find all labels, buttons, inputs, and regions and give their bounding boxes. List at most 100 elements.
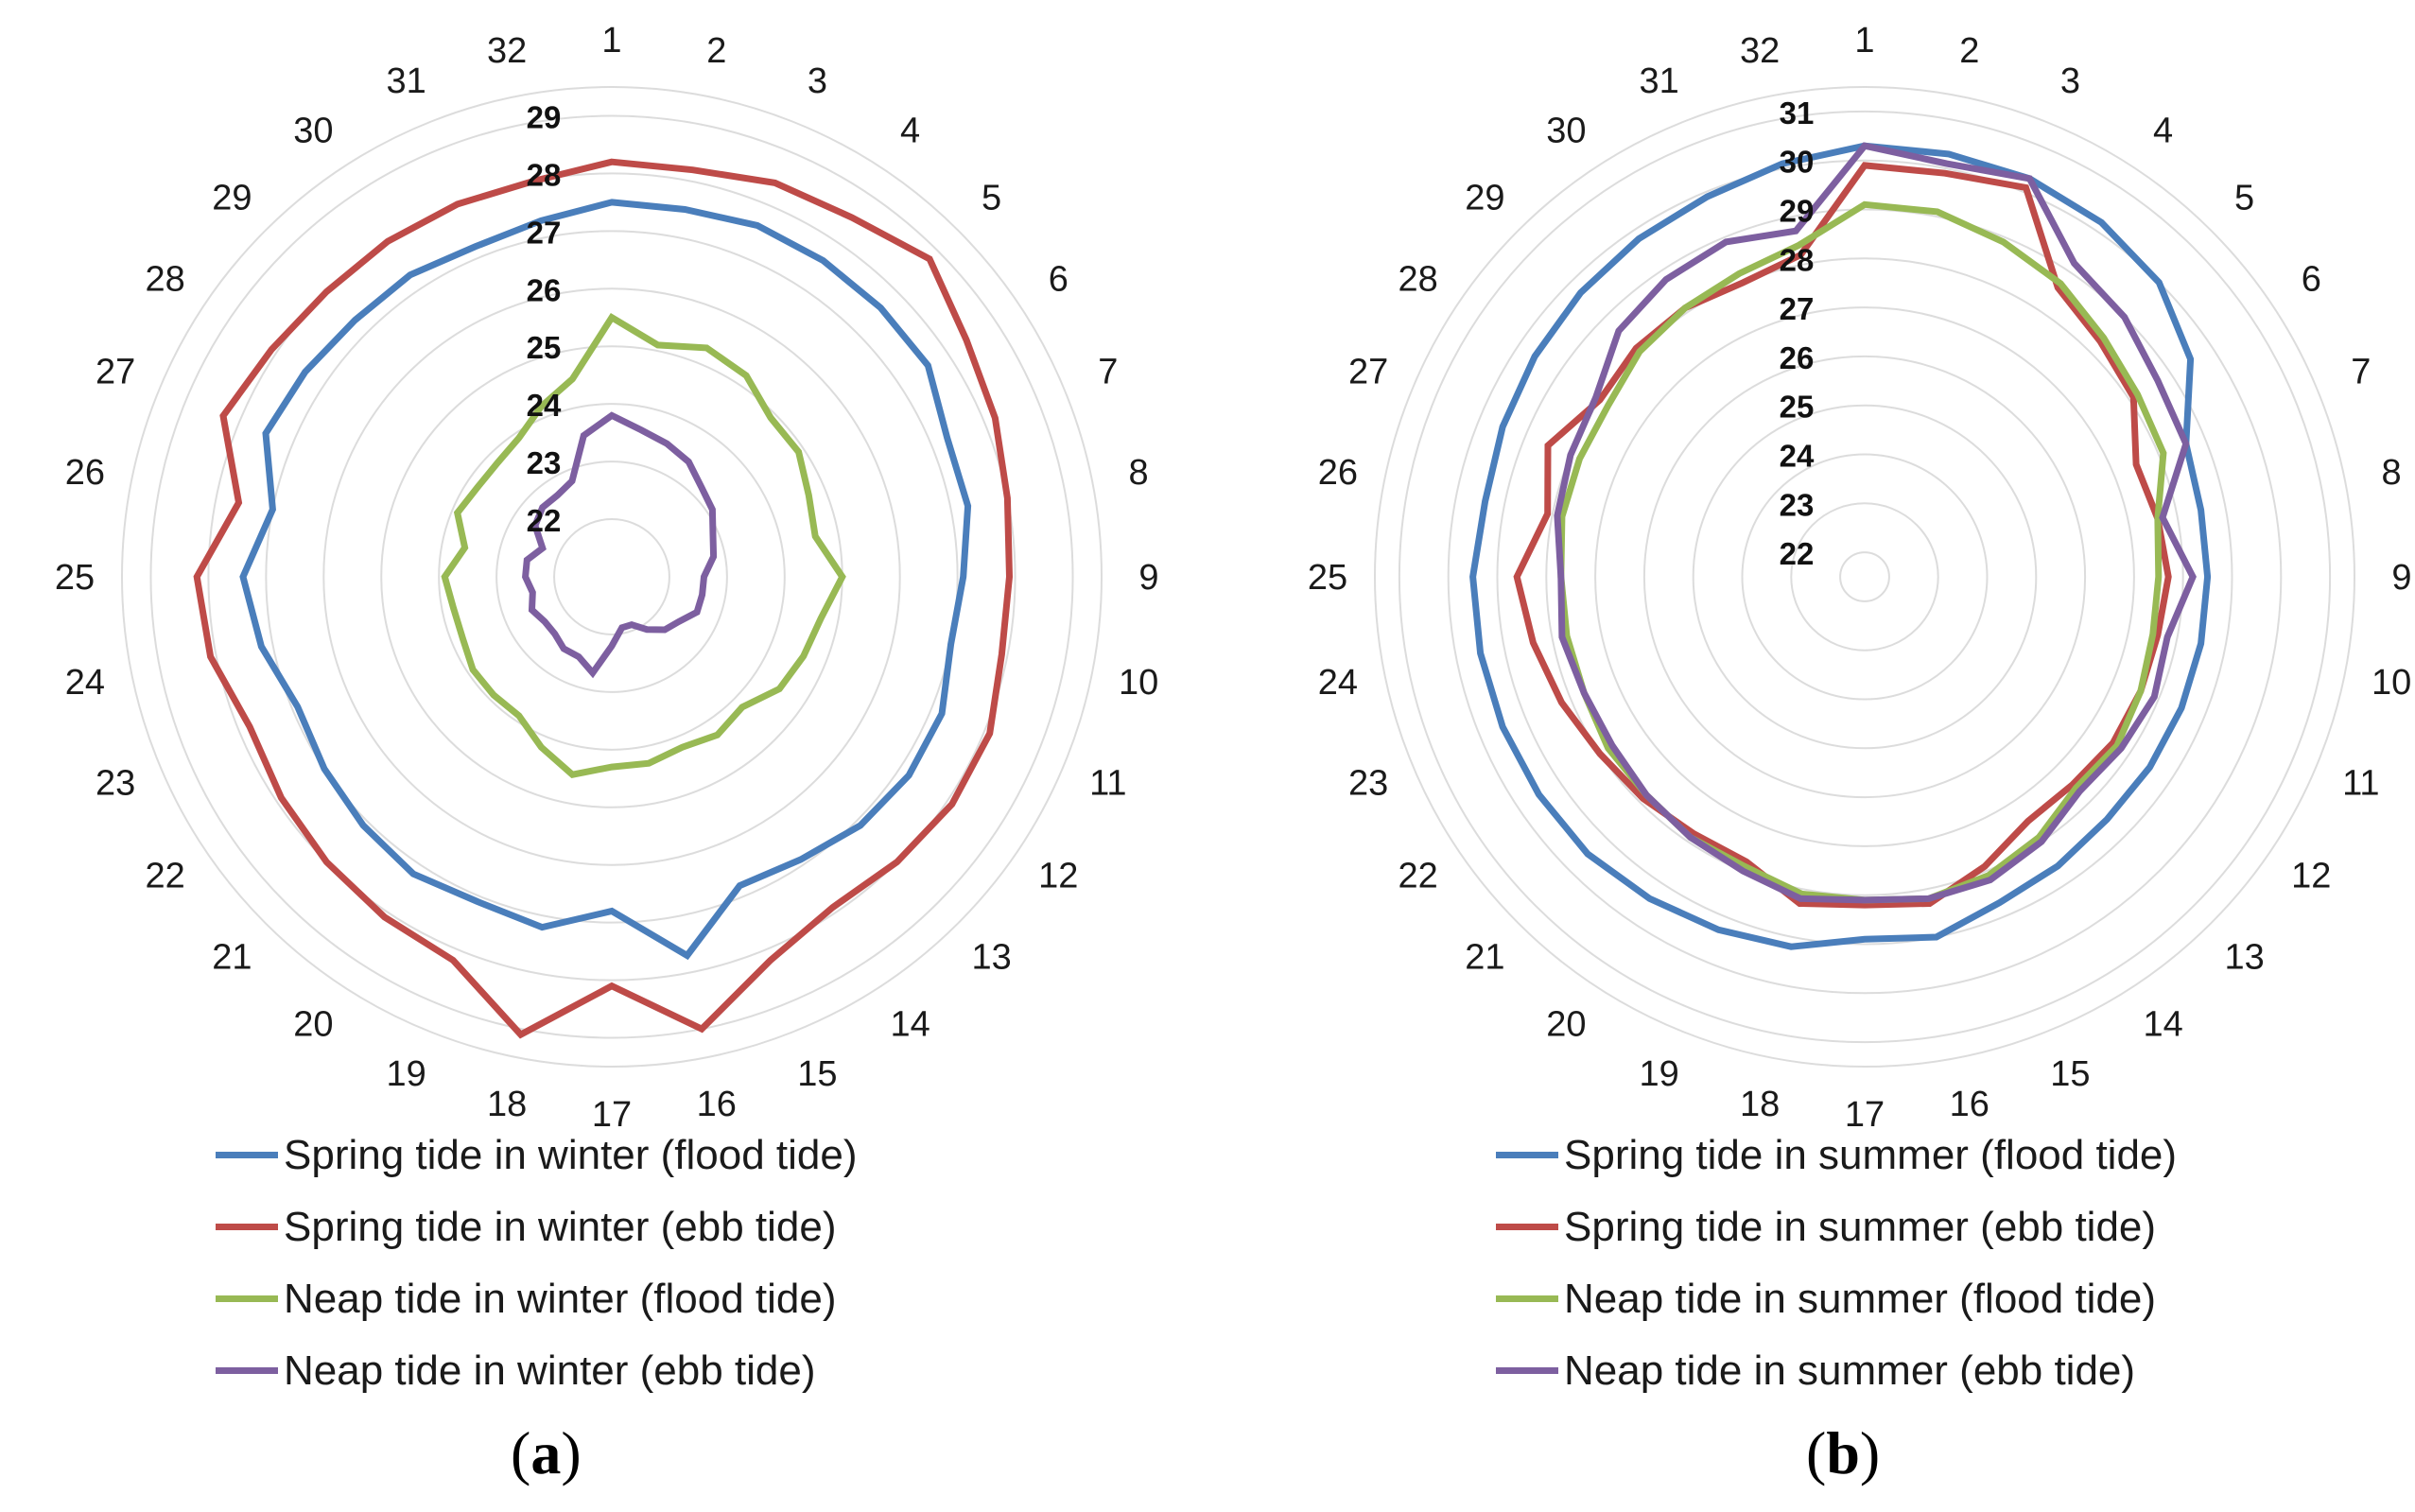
- grid: [1374, 86, 2355, 1068]
- category-label-22: 22: [146, 857, 185, 896]
- grid-ring-24: [438, 403, 786, 751]
- category-label-15: 15: [2050, 1054, 2090, 1094]
- category-label-28: 28: [146, 259, 185, 299]
- tick-label-23: 23: [527, 445, 562, 480]
- category-label-11: 11: [2342, 763, 2379, 803]
- category-label-21: 21: [1465, 938, 1504, 978]
- category-label-20: 20: [293, 1004, 333, 1044]
- tick-label-26: 26: [1780, 340, 1815, 375]
- tick-label-30: 30: [1780, 145, 1815, 180]
- category-label-25: 25: [55, 558, 95, 598]
- grid-ring-26: [322, 287, 901, 866]
- tick-label-27: 27: [527, 215, 562, 250]
- grid: [121, 86, 1103, 1068]
- category-label-3: 3: [2060, 61, 2080, 101]
- legend-label-2: Neap tide in summer (flood tide): [1564, 1276, 2157, 1322]
- category-label-14: 14: [890, 1004, 930, 1044]
- category-label-26: 26: [65, 453, 105, 493]
- grid-ring-outer: [121, 86, 1103, 1068]
- grid-ring-23: [495, 461, 728, 693]
- category-label-4: 4: [2153, 112, 2173, 151]
- series-line-3: [1554, 142, 2197, 904]
- legend-label-0: Spring tide in winter (flood tide): [284, 1132, 858, 1178]
- tick-label-29: 29: [527, 99, 562, 134]
- legend-swatch-1: [216, 1224, 278, 1230]
- legend-label-1: Spring tide in summer (ebb tide): [1564, 1204, 2157, 1250]
- category-label-18: 18: [1740, 1085, 1780, 1124]
- series-line-1: [1513, 162, 2172, 909]
- legend-swatch-2: [1496, 1295, 1558, 1302]
- series-line-0: [1469, 142, 2212, 950]
- tick-label-24: 24: [1780, 439, 1815, 474]
- legend-swatch-3: [216, 1367, 278, 1374]
- category-label-1: 1: [1854, 21, 1874, 61]
- category-label-27: 27: [96, 353, 135, 392]
- category-label-2: 2: [706, 31, 726, 71]
- tick-label-24: 24: [527, 388, 562, 423]
- category-label-6: 6: [2302, 259, 2321, 299]
- legend-label-3: Neap tide in winter (ebb tide): [284, 1347, 816, 1394]
- category-label-10: 10: [1119, 663, 1158, 703]
- caption-b-letter: b: [1826, 1419, 1860, 1486]
- category-label-31: 31: [386, 61, 426, 101]
- panel-b: 22 23 24 25 26 27 28 29 30 31 1 2 3 4 5 6 7 8 9 10 11 12 13 14 1…: [1208, 0, 2415, 1512]
- category-label-13: 13: [2224, 938, 2264, 978]
- grid-ring-30: [1447, 159, 2283, 995]
- category-label-24: 24: [65, 663, 105, 703]
- category-label-18: 18: [487, 1085, 527, 1124]
- category-label-22: 22: [1399, 857, 1438, 896]
- series-group: [1469, 142, 2212, 950]
- grid-ring-27: [265, 230, 959, 924]
- category-label-9: 9: [1138, 558, 1158, 598]
- legend-label-3: Neap tide in summer (ebb tide): [1564, 1347, 2136, 1394]
- category-label-30: 30: [1546, 112, 1586, 151]
- panel-a: 22 23 24 25 26 27 28 29 1 2 3 4 5 6 7 8 9 10 11 12 13 14 15 16 1…: [55, 21, 1159, 1486]
- legend-swatch-0: [1496, 1152, 1558, 1158]
- legend-label-0: Spring tide in summer (flood tide): [1564, 1132, 2178, 1178]
- caption-b: (b): [1806, 1419, 1881, 1486]
- category-label-17: 17: [592, 1095, 632, 1135]
- series-line-0: [239, 199, 972, 961]
- series-line-1: [193, 158, 1014, 1039]
- category-label-4: 4: [900, 112, 920, 151]
- tick-label-22: 22: [1780, 536, 1815, 571]
- legend-swatch-2: [216, 1295, 278, 1302]
- category-label-25: 25: [1308, 558, 1347, 598]
- category-label-32: 32: [487, 31, 527, 71]
- category-label-6: 6: [1049, 259, 1069, 299]
- category-label-5: 5: [2234, 178, 2254, 217]
- category-label-12: 12: [2291, 857, 2331, 896]
- tick-label-23: 23: [1780, 487, 1815, 522]
- category-label-1: 1: [601, 21, 621, 61]
- category-label-28: 28: [1399, 259, 1438, 299]
- category-label-7: 7: [1098, 353, 1118, 392]
- grid-ring-22: [553, 518, 670, 635]
- category-labels: 1 234567891011121314151617181920212223242…: [1308, 21, 2412, 1135]
- grid-ring-25: [1692, 404, 2038, 750]
- series-group: [193, 158, 1014, 1039]
- category-label-26: 26: [1318, 453, 1358, 493]
- tick-label-27: 27: [1780, 291, 1815, 326]
- category-label-8: 8: [2382, 453, 2402, 493]
- category-label-3: 3: [808, 61, 827, 101]
- category-label-12: 12: [1038, 857, 1078, 896]
- tick-label-22: 22: [527, 503, 562, 538]
- category-label-32: 32: [1740, 31, 1780, 71]
- category-label-16: 16: [697, 1085, 737, 1124]
- grid-ring-26: [1642, 355, 2087, 799]
- grid-ring-28: [1545, 257, 2184, 896]
- legend-swatch-3: [1496, 1367, 1558, 1374]
- grid-ring-29: [149, 114, 1074, 1039]
- tick-label-29: 29: [1780, 194, 1815, 229]
- category-label-23: 23: [96, 763, 135, 803]
- category-label-20: 20: [1546, 1004, 1586, 1044]
- category-label-9: 9: [2391, 558, 2411, 598]
- category-label-2: 2: [1959, 31, 1979, 71]
- category-labels: 1 234567891011121314151617181920212223242…: [55, 21, 1159, 1135]
- category-label-10: 10: [2372, 663, 2411, 703]
- category-label-11: 11: [1089, 763, 1126, 803]
- category-label-16: 16: [1950, 1085, 1989, 1124]
- category-label-13: 13: [971, 938, 1011, 978]
- category-label-24: 24: [1318, 663, 1358, 703]
